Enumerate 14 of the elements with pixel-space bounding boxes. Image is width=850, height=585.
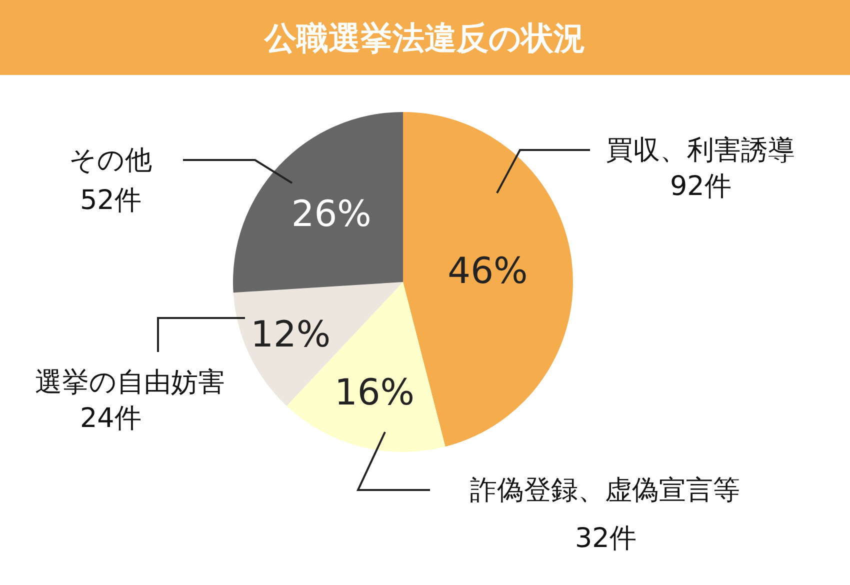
slice-label: 買収、利害誘導 bbox=[606, 135, 795, 166]
text: 32件 bbox=[575, 523, 636, 554]
slice-label: 詐偽登録、虚偽宣言等 bbox=[470, 475, 740, 506]
data-label: 16% bbox=[334, 372, 414, 414]
pie-slice bbox=[233, 112, 403, 293]
data-label: 12% bbox=[250, 314, 331, 356]
text: 24件 bbox=[80, 403, 142, 434]
data-label: 46% bbox=[448, 250, 528, 292]
slice-label: 選挙の自由妨害 bbox=[35, 367, 225, 398]
chart-title: 公職選挙法違反の状況 bbox=[264, 19, 586, 58]
text: 52件 bbox=[80, 185, 142, 216]
text: 92件 bbox=[670, 171, 732, 202]
data-label: 26% bbox=[291, 194, 372, 236]
slice-label: その他 bbox=[69, 145, 152, 176]
